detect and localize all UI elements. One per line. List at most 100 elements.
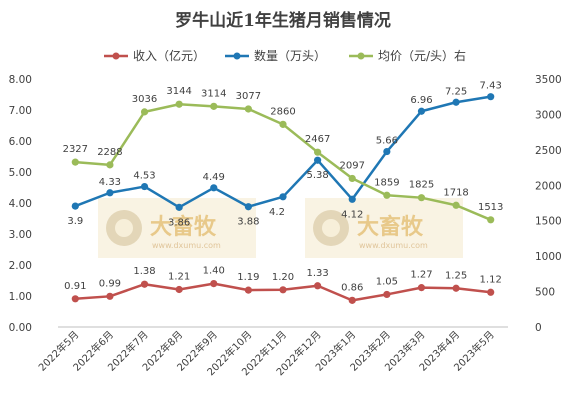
data-point-2 bbox=[487, 216, 495, 224]
data-point-2 bbox=[175, 100, 183, 108]
data-point-0 bbox=[417, 284, 426, 292]
data-point-0 bbox=[348, 296, 356, 304]
y-left-tick-label: 5.00 bbox=[9, 167, 32, 179]
data-point-2 bbox=[140, 108, 149, 116]
legend-marker-2 bbox=[357, 52, 365, 60]
data-label-1: 4.33 bbox=[99, 177, 121, 188]
data-point-0 bbox=[244, 286, 252, 294]
legend-marker-1 bbox=[233, 52, 241, 60]
y-left-tick-label: 1.00 bbox=[9, 291, 32, 303]
data-point-0 bbox=[487, 288, 495, 296]
y-right-tick-label: 2000 bbox=[535, 180, 562, 192]
data-point-1 bbox=[279, 193, 287, 201]
data-label-0: 1.25 bbox=[445, 270, 467, 281]
data-point-0 bbox=[71, 295, 79, 303]
data-label-0: 0.86 bbox=[341, 282, 363, 293]
legend-label-1: 数量（万头） bbox=[254, 48, 326, 63]
data-point-1 bbox=[244, 203, 252, 211]
data-point-0 bbox=[279, 286, 287, 294]
data-point-1 bbox=[106, 189, 114, 197]
data-point-0 bbox=[175, 285, 183, 294]
data-label-1: 3.88 bbox=[237, 217, 259, 228]
data-label-2: 1859 bbox=[374, 177, 399, 188]
data-label-1: 4.2 bbox=[269, 207, 285, 218]
data-point-0 bbox=[383, 290, 391, 299]
watermark-brand-0: 大畜牧 bbox=[150, 214, 217, 240]
y-right-tick-label: 0 bbox=[535, 322, 542, 334]
data-label-2: 2860 bbox=[270, 106, 295, 117]
data-point-1 bbox=[210, 184, 218, 192]
watermark-url-1: www.dxumu.com bbox=[359, 241, 428, 250]
data-label-0: 1.12 bbox=[480, 274, 502, 285]
chart-title: 罗牛山近1年生猪月销售情况 bbox=[175, 10, 391, 31]
data-label-0: 1.33 bbox=[306, 268, 328, 279]
data-label-1: 4.53 bbox=[133, 171, 155, 182]
data-point-2 bbox=[244, 105, 252, 113]
data-point-1 bbox=[487, 93, 495, 101]
data-label-1: 7.25 bbox=[445, 86, 467, 97]
legend-marker-0 bbox=[112, 52, 120, 60]
watermark-url-0: www.dxumu.com bbox=[152, 241, 221, 250]
data-label-1: 4.12 bbox=[341, 209, 363, 220]
data-label-1: 5.66 bbox=[376, 136, 398, 147]
y-left-tick-label: 4.00 bbox=[9, 198, 32, 210]
data-point-0 bbox=[314, 282, 322, 290]
data-point-1 bbox=[314, 156, 322, 164]
y-left-tick-label: 2.00 bbox=[9, 260, 32, 272]
y-right-tick-label: 1500 bbox=[535, 216, 562, 228]
data-label-1: 5.38 bbox=[306, 170, 328, 181]
data-point-0 bbox=[210, 280, 218, 288]
data-point-2 bbox=[383, 191, 391, 199]
y-right-tick-label: 500 bbox=[535, 287, 555, 299]
y-right-tick-label: 2500 bbox=[535, 145, 562, 157]
data-point-1 bbox=[383, 147, 391, 156]
data-point-1 bbox=[348, 195, 356, 203]
data-label-0: 1.21 bbox=[168, 271, 190, 282]
watermark-brand-1: 大畜牧 bbox=[357, 214, 424, 240]
data-point-0 bbox=[452, 284, 460, 292]
data-point-2 bbox=[348, 174, 356, 183]
data-label-1: 3.86 bbox=[168, 217, 190, 228]
data-label-0: 1.27 bbox=[410, 270, 432, 281]
data-point-1 bbox=[452, 98, 460, 106]
data-point-2 bbox=[417, 194, 426, 202]
y-left-tick-label: 3.00 bbox=[9, 229, 32, 241]
data-label-1: 7.43 bbox=[480, 81, 502, 92]
data-label-0: 1.19 bbox=[237, 272, 259, 283]
data-point-2 bbox=[71, 158, 79, 166]
data-label-2: 3114 bbox=[201, 88, 226, 99]
data-point-0 bbox=[140, 280, 149, 288]
data-label-1: 4.49 bbox=[203, 172, 225, 183]
data-label-2: 2288 bbox=[97, 147, 122, 158]
data-point-2 bbox=[106, 161, 114, 169]
y-left-tick-label: 6.00 bbox=[9, 136, 32, 148]
y-left-tick-label: 8.00 bbox=[9, 74, 32, 86]
data-point-1 bbox=[140, 182, 149, 191]
data-point-0 bbox=[106, 292, 114, 300]
data-point-2 bbox=[314, 148, 322, 156]
data-label-2: 3036 bbox=[132, 94, 157, 105]
data-label-2: 1513 bbox=[478, 202, 503, 213]
data-label-2: 1825 bbox=[409, 180, 434, 191]
y-left-tick-label: 0.00 bbox=[9, 322, 32, 334]
y-right-tick-label: 1000 bbox=[535, 251, 562, 263]
data-label-0: 1.20 bbox=[272, 272, 294, 283]
data-label-0: 1.38 bbox=[133, 266, 155, 277]
data-label-2: 2327 bbox=[63, 144, 88, 155]
data-point-1 bbox=[71, 202, 79, 210]
data-label-2: 2097 bbox=[340, 160, 365, 171]
data-label-1: 3.9 bbox=[67, 216, 83, 227]
data-label-0: 0.91 bbox=[64, 281, 86, 292]
y-right-tick-label: 3000 bbox=[535, 109, 562, 121]
legend-label-2: 均价（元/头）右 bbox=[378, 48, 466, 63]
data-label-2: 3077 bbox=[236, 91, 261, 102]
data-point-2 bbox=[452, 201, 460, 209]
data-point-1 bbox=[175, 203, 183, 211]
data-point-1 bbox=[417, 107, 426, 115]
watermark-logo-inner-1 bbox=[322, 219, 340, 237]
data-point-2 bbox=[210, 102, 218, 110]
data-label-0: 1.40 bbox=[203, 266, 225, 277]
data-label-2: 1718 bbox=[443, 187, 468, 198]
